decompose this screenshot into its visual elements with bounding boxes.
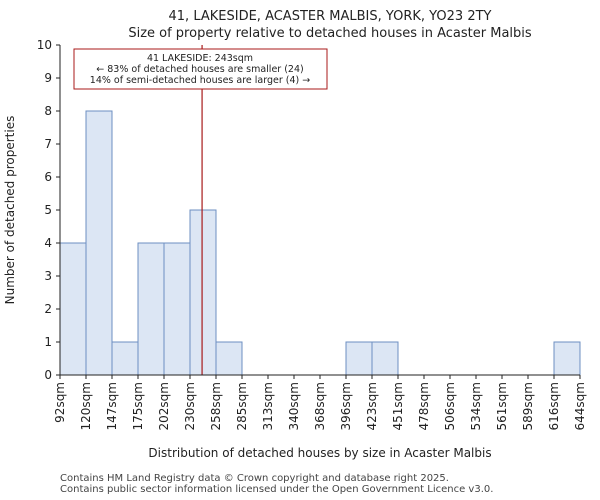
- x-tick-label: 120sqm: [79, 382, 93, 430]
- x-tick-label: 396sqm: [339, 382, 353, 430]
- y-tick-label: 9: [44, 71, 52, 85]
- annotation-box: 41 LAKESIDE: 243sqm ← 83% of detached ho…: [73, 48, 328, 90]
- bar-147sqm: [111, 341, 139, 376]
- x-tick-label: 451sqm: [391, 382, 405, 430]
- footer-credit-2: Contains public sector information licen…: [60, 484, 494, 495]
- y-axis-label: Number of detached properties: [3, 116, 17, 305]
- x-tick-label: 258sqm: [209, 382, 223, 430]
- chart: 41, LAKESIDE, ACASTER MALBIS, YORK, YO23…: [3, 9, 587, 460]
- chart-title: 41, LAKESIDE, ACASTER MALBIS, YORK, YO23…: [169, 9, 492, 24]
- x-axis-label: Distribution of detached houses by size …: [148, 446, 491, 460]
- bar-202sqm: [163, 242, 191, 376]
- annotation-line-3: 14% of semi-detached houses are larger (…: [90, 75, 310, 86]
- x-tick-label: 92sqm: [53, 382, 67, 423]
- bar-616sqm: [553, 341, 581, 376]
- y-tick-label: 10: [37, 38, 52, 52]
- bar-423sqm: [371, 341, 399, 376]
- x-tick-label: 423sqm: [365, 382, 379, 430]
- y-tick-label: 6: [44, 170, 52, 184]
- x-tick-label: 202sqm: [157, 382, 171, 430]
- x-tick-label: 313sqm: [261, 382, 275, 430]
- x-tick-label: 616sqm: [547, 382, 561, 430]
- bar-396sqm: [345, 341, 373, 376]
- y-tick-label: 7: [44, 137, 52, 151]
- x-ticks: 92sqm 120sqm 147sqm 175sqm 202sqm 230sqm 258sq…: [53, 375, 587, 430]
- annotation-line-2: ← 83% of detached houses are smaller (24…: [96, 64, 303, 75]
- annotation-frame: [73, 48, 328, 90]
- x-tick-label: 285sqm: [235, 382, 249, 430]
- y-tick-label: 1: [44, 335, 52, 349]
- y-tick-label: 4: [44, 236, 52, 250]
- bars-group: [59, 110, 581, 376]
- annotation-line-1: 41 LAKESIDE: 243sqm: [147, 53, 253, 64]
- x-tick-label: 478sqm: [417, 382, 431, 430]
- y-tick-label: 2: [44, 302, 52, 316]
- footer-credit-1: Contains HM Land Registry data © Crown c…: [60, 473, 449, 484]
- y-tick-label: 0: [44, 368, 52, 382]
- x-tick-label: 534sqm: [469, 382, 483, 430]
- bar-230sqm: [189, 209, 217, 376]
- x-tick-label: 506sqm: [443, 382, 457, 430]
- x-tick-label: 147sqm: [105, 382, 119, 430]
- y-tick-label: 5: [44, 203, 52, 217]
- y-tick-label: 8: [44, 104, 52, 118]
- x-tick-label: 561sqm: [495, 382, 509, 430]
- bar-258sqm: [215, 341, 243, 376]
- x-tick-label: 644sqm: [573, 382, 587, 430]
- x-tick-label: 368sqm: [313, 382, 327, 430]
- y-ticks: 0 1 2 3 4 5 6 7 8 9 10: [37, 38, 60, 382]
- bar-120sqm: [85, 110, 113, 376]
- chart-subtitle: Size of property relative to detached ho…: [128, 26, 532, 41]
- bar-175sqm: [137, 242, 165, 376]
- x-tick-label: 175sqm: [131, 382, 145, 430]
- y-tick-label: 3: [44, 269, 52, 283]
- x-tick-label: 340sqm: [287, 382, 301, 430]
- x-tick-label: 230sqm: [183, 382, 197, 430]
- x-tick-label: 589sqm: [521, 382, 535, 430]
- bar-92sqm: [59, 242, 87, 376]
